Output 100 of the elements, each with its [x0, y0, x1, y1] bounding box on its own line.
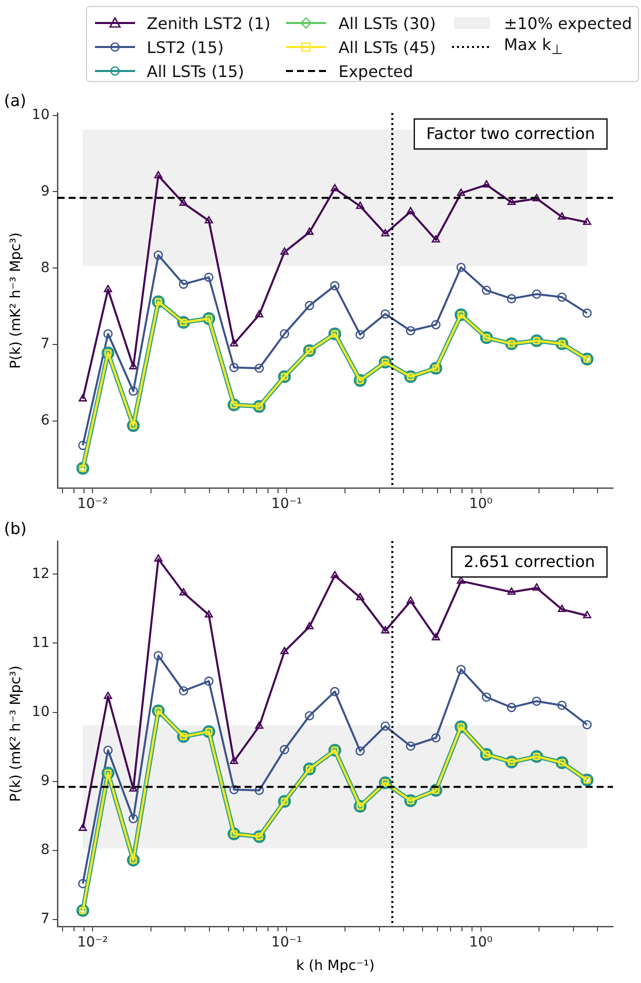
- point: [507, 587, 516, 595]
- point: [406, 326, 416, 336]
- point: [356, 202, 364, 209]
- point: [406, 206, 415, 214]
- point: [381, 626, 390, 634]
- point: [78, 440, 88, 450]
- y-tick-label: 11: [32, 634, 50, 651]
- point: [103, 746, 113, 755]
- point: [204, 676, 214, 686]
- point: [154, 171, 162, 178]
- point: [356, 746, 365, 756]
- point: [305, 622, 314, 630]
- point: [254, 364, 264, 373]
- y-tick-label: 10: [32, 704, 50, 720]
- point: [104, 284, 112, 292]
- annotation: Factor two correction: [426, 124, 596, 144]
- point: [482, 692, 492, 702]
- point: [356, 330, 365, 340]
- y-tick-label: 10: [32, 106, 50, 123]
- legend-label: Expected: [338, 62, 414, 80]
- point: [456, 188, 466, 196]
- point: [255, 310, 264, 318]
- point: [305, 228, 314, 235]
- point: [381, 229, 390, 236]
- y-tick-label: 8: [40, 260, 50, 276]
- point: [432, 235, 440, 242]
- point: [482, 286, 492, 295]
- point: [204, 272, 214, 282]
- point: [432, 633, 440, 640]
- point: [280, 646, 289, 654]
- y-tick-label: 9: [40, 183, 50, 200]
- point: [456, 664, 466, 674]
- point: [482, 180, 491, 188]
- point: [557, 700, 567, 710]
- point: [506, 702, 516, 712]
- x-tick-label: 10⁻²: [77, 496, 108, 512]
- y-axis-title: P(k) (mK² h⁻³ Mpc³): [8, 666, 24, 802]
- y-tick-label: 8: [40, 842, 50, 858]
- y-axis-title: P(k) (mK² h⁻³ Mpc³): [8, 232, 24, 369]
- point: [204, 216, 213, 224]
- legend-label: Zenith LST2 (1): [146, 14, 270, 32]
- point: [330, 184, 339, 192]
- y-tick-label: 12: [32, 566, 50, 582]
- point: [154, 651, 163, 660]
- point: [255, 721, 264, 729]
- point: [280, 247, 289, 255]
- point: [356, 592, 364, 600]
- point: [178, 280, 188, 289]
- point: [304, 711, 314, 720]
- point: [179, 588, 188, 596]
- legend-label: Max k$_{⊥}$: [504, 35, 563, 59]
- point: [254, 786, 264, 795]
- y-tick-label: 6: [40, 412, 50, 429]
- point: [506, 294, 516, 304]
- legend-label: LST2 (15): [146, 38, 224, 56]
- point: [507, 198, 516, 206]
- point: [558, 604, 566, 612]
- point: [582, 308, 592, 318]
- point: [431, 733, 441, 742]
- point: [178, 686, 188, 696]
- point: [532, 696, 542, 706]
- chart-title: (b): [4, 519, 27, 538]
- point: [406, 596, 415, 604]
- point: [582, 218, 592, 225]
- point: [532, 583, 541, 591]
- y-tick-label: 7: [40, 336, 50, 352]
- point: [229, 362, 239, 372]
- x-axis-title: k (h Mpc⁻¹): [296, 958, 375, 974]
- point: [532, 194, 541, 202]
- point: [179, 198, 188, 206]
- point: [456, 262, 466, 272]
- point: [330, 570, 339, 578]
- point: [280, 329, 290, 338]
- point: [104, 692, 112, 700]
- point: [103, 329, 113, 338]
- point: [280, 744, 290, 754]
- x-tick-label: 10⁻¹: [271, 934, 302, 950]
- point: [380, 309, 390, 319]
- point: [406, 741, 416, 751]
- point: [304, 300, 314, 310]
- point: [154, 250, 163, 260]
- point: [557, 292, 567, 302]
- point: [78, 824, 87, 831]
- point: [431, 320, 441, 330]
- point: [230, 339, 238, 346]
- point: [380, 721, 390, 731]
- point: [154, 554, 162, 562]
- legend-label: All LSTs (45): [338, 38, 436, 56]
- x-tick-label: 10⁰: [469, 496, 493, 512]
- legend-label: All LSTs (15): [146, 62, 244, 80]
- point: [78, 394, 87, 402]
- point: [330, 686, 340, 696]
- point: [229, 784, 239, 794]
- point: [128, 814, 138, 824]
- legend-label: ±10% expected: [504, 14, 632, 32]
- point: [582, 610, 592, 618]
- y-tick-label: 7: [40, 911, 50, 928]
- x-tick-label: 10⁻²: [77, 934, 108, 950]
- point: [532, 289, 542, 299]
- legend-label: All LSTs (30): [338, 14, 436, 32]
